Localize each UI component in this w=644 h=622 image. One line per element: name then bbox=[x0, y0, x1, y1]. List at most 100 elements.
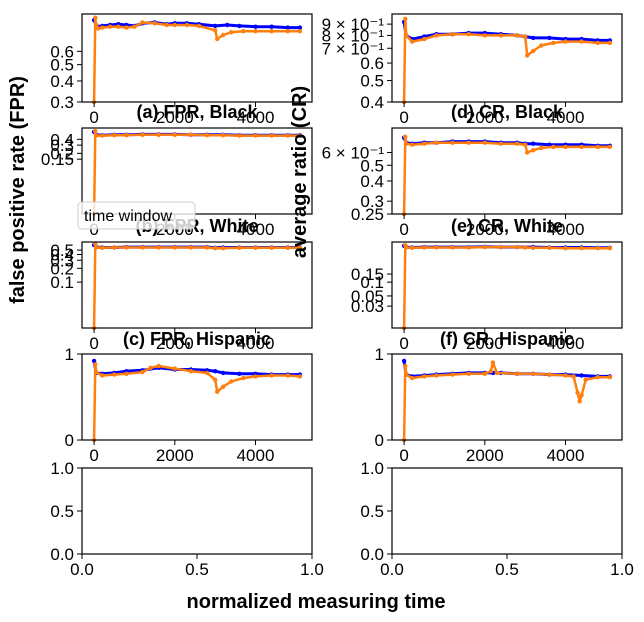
x-tick-label: 0.5 bbox=[185, 560, 209, 579]
data-point-orange bbox=[514, 244, 520, 250]
data-point-orange bbox=[490, 360, 496, 365]
data-point-orange bbox=[253, 133, 258, 138]
data-point-blue bbox=[213, 23, 218, 29]
data-point-orange bbox=[95, 26, 101, 31]
data-point-orange bbox=[410, 245, 415, 250]
data-point-orange bbox=[241, 375, 246, 381]
data-point-orange bbox=[403, 16, 408, 22]
y-tick-label: 0.0 bbox=[360, 545, 384, 564]
data-point-orange bbox=[488, 369, 494, 374]
legend: time window bbox=[77, 201, 196, 230]
data-point-orange bbox=[285, 133, 290, 138]
data-point-orange bbox=[595, 246, 600, 251]
x-tick-label: 0 bbox=[89, 334, 98, 353]
panel-title-a: (a) FPR, Black bbox=[136, 102, 258, 122]
series-line-orange bbox=[402, 17, 610, 103]
data-point-orange bbox=[172, 22, 177, 28]
y-tick-label: 0.1 bbox=[50, 273, 74, 292]
data-point-orange bbox=[213, 377, 218, 382]
data-point-orange bbox=[525, 150, 530, 155]
data-point-blue bbox=[401, 358, 407, 364]
data-point-orange bbox=[285, 373, 290, 378]
x-tick-label: 4000 bbox=[237, 108, 275, 127]
data-point-orange bbox=[434, 140, 439, 145]
data-point-orange bbox=[579, 393, 584, 398]
y-tick-label: 1 bbox=[375, 345, 384, 364]
data-point-blue bbox=[285, 25, 290, 30]
axes-frame bbox=[81, 13, 313, 103]
data-point-orange bbox=[523, 34, 528, 39]
data-point-orange bbox=[213, 28, 218, 33]
data-point-orange bbox=[140, 20, 145, 25]
data-point-orange bbox=[124, 25, 129, 30]
x-tick-label: 2000 bbox=[466, 334, 504, 353]
data-point-orange bbox=[563, 144, 568, 150]
data-point-orange bbox=[204, 133, 210, 138]
data-point-orange bbox=[188, 132, 194, 137]
data-point-orange bbox=[466, 371, 471, 376]
x-tick-label: 0 bbox=[399, 446, 408, 465]
data-point-orange bbox=[571, 374, 576, 379]
data-point-blue bbox=[91, 358, 97, 364]
data-point-orange bbox=[241, 29, 246, 34]
data-point-orange bbox=[450, 32, 455, 37]
data-point-orange bbox=[172, 366, 177, 371]
x-tick-label: 0.5 bbox=[495, 560, 519, 579]
data-point-orange bbox=[563, 373, 568, 378]
y-tick-label: 8 × 10⁻¹ bbox=[322, 26, 385, 45]
axes-frame bbox=[391, 127, 623, 215]
xlabel: normalized measuring time bbox=[187, 591, 446, 613]
data-point-orange bbox=[140, 369, 145, 375]
panel-row4-right: 0 2000 4000 0 1 bbox=[375, 345, 623, 465]
ylabel-left: false positive rate (FPR) bbox=[7, 76, 29, 304]
data-point-orange bbox=[297, 245, 303, 250]
data-point-orange bbox=[403, 33, 409, 38]
x-tick-label: 2000 bbox=[156, 446, 194, 465]
y-tick-label: 0.5 bbox=[50, 56, 74, 75]
axes-frame bbox=[391, 241, 623, 329]
data-point-blue bbox=[221, 370, 226, 376]
y-tick-label: 0.5 bbox=[50, 241, 74, 260]
data-point-orange bbox=[450, 140, 455, 145]
data-point-orange bbox=[124, 133, 129, 138]
data-point-orange bbox=[285, 245, 290, 250]
x-tick-label: 4000 bbox=[237, 220, 275, 239]
data-point-orange bbox=[124, 245, 129, 250]
x-tick-label: 2000 bbox=[466, 220, 504, 239]
data-point-blue bbox=[237, 23, 242, 29]
x-tick-label: 4000 bbox=[547, 220, 585, 239]
data-point-orange bbox=[112, 245, 117, 250]
x-tick-label: 4000 bbox=[547, 446, 585, 465]
data-point-orange bbox=[466, 245, 471, 250]
data-point-orange bbox=[297, 29, 303, 34]
data-point-orange bbox=[204, 245, 210, 250]
data-point-orange bbox=[184, 22, 190, 28]
y-tick-label: 1.0 bbox=[360, 459, 384, 478]
data-point-orange bbox=[215, 389, 220, 394]
y-tick-label: 1 bbox=[65, 345, 74, 364]
data-point-orange bbox=[551, 144, 556, 150]
panel-e: 0 2000 4000 0.250.30.40.56 × 10⁻¹ bbox=[322, 127, 623, 239]
data-point-orange bbox=[434, 33, 439, 38]
y-tick-label: 0.4 bbox=[50, 246, 74, 265]
data-point-orange bbox=[531, 148, 536, 153]
y-tick-label: 0.6 bbox=[360, 54, 384, 73]
y-tick-label: 0.4 bbox=[50, 72, 74, 91]
data-point-orange bbox=[539, 43, 544, 48]
data-point-orange bbox=[93, 128, 98, 134]
y-tick-label: 0.5 bbox=[360, 72, 384, 91]
data-point-orange bbox=[525, 53, 530, 58]
data-point-orange bbox=[575, 390, 580, 395]
axes-frame bbox=[391, 13, 623, 103]
data-point-orange bbox=[253, 245, 258, 250]
data-point-orange bbox=[607, 375, 613, 380]
data-point-orange bbox=[221, 384, 226, 389]
data-point-orange bbox=[112, 133, 117, 138]
y-tick-label: 0.1 bbox=[360, 273, 384, 292]
data-point-orange bbox=[237, 133, 242, 138]
panel-row5-left: 0.0 0.5 1.0 0.0 0.5 1.0 bbox=[50, 459, 323, 579]
y-tick-label: 6 × 10⁻¹ bbox=[322, 143, 385, 162]
data-point-orange bbox=[221, 246, 226, 251]
data-point-orange bbox=[422, 36, 427, 42]
